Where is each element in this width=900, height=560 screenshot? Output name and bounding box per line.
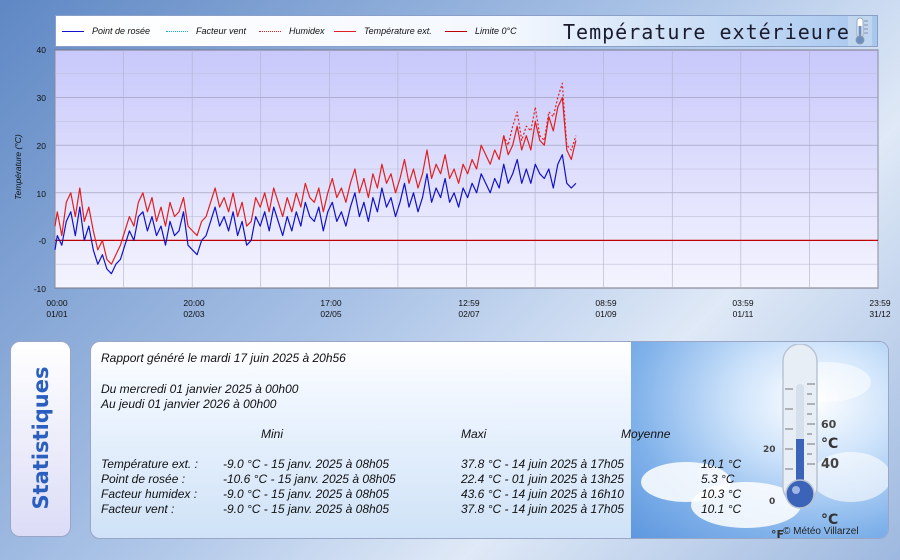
temperature-chart	[54, 49, 879, 289]
report-generated-line: Rapport généré le mardi 17 juin 2025 à 2…	[101, 351, 346, 365]
period-to-line: Au jeudi 01 janvier 2026 à 00h00	[101, 397, 277, 411]
y-tick-label: -10	[33, 284, 46, 294]
x-tick-label: 03:59 01/11	[732, 298, 754, 319]
celsius-label: °C	[821, 436, 838, 452]
celsius-label: °C	[821, 512, 838, 528]
chart-title: Température extérieure	[563, 20, 850, 44]
stats-row-maxi: 22.4 °C - 01 juin 2025 à 13h25	[461, 472, 624, 486]
chart-legend: Point de rosée Facteur vent Humidex Temp…	[55, 15, 878, 47]
copyright-text: © Météo Villarzel	[783, 526, 859, 537]
stats-row-mini: -10.6 °C - 15 janv. 2025 à 08h05	[223, 472, 396, 486]
stats-row-maxi: 43.6 °C - 14 juin 2025 à 16h10	[461, 487, 624, 501]
fahrenheit-label: °F	[771, 528, 784, 539]
y-axis-title: Température (°C)	[13, 134, 23, 200]
stats-row-mini: -9.0 °C - 15 janv. 2025 à 08h05	[223, 487, 390, 501]
stats-row-label: Facteur humidex :	[101, 487, 198, 501]
x-tick-label: 23:59 31/12	[869, 298, 891, 319]
y-tick-label: 10	[36, 189, 46, 199]
y-tick-label: 20	[36, 141, 46, 151]
y-tick-label: -0	[38, 236, 46, 246]
stats-row-moyenne: 10.1 °C	[701, 502, 742, 516]
column-header-maxi: Maxi	[461, 427, 487, 441]
statistics-tab-label: Statistiques	[29, 366, 53, 510]
x-tick-label: 00:00 01/01	[46, 298, 68, 319]
thermometer-icon	[848, 16, 872, 46]
series-line-point-de-ros-e	[54, 154, 577, 275]
x-tick-label: 17:00 02/05	[320, 298, 342, 319]
x-tick-label: 20:00 02/03	[183, 298, 205, 319]
period-from-line: Du mercredi 01 janvier 2025 à 00h00	[101, 382, 299, 396]
stats-row-mini: -9.0 °C - 15 janv. 2025 à 08h05	[223, 502, 390, 516]
x-tick-label: 08:59 01/09	[595, 298, 617, 319]
statistics-tab[interactable]: Statistiques	[10, 341, 71, 537]
stats-row-moyenne: 10.3 °C	[701, 487, 742, 501]
thermo-scale-label: 0	[769, 497, 775, 507]
stats-row-moyenne: 5.3 °C	[701, 472, 735, 486]
series-line-temp-rature-ext-	[54, 97, 577, 265]
stats-row-label: Facteur vent :	[101, 502, 175, 516]
thermo-scale-label: 40	[821, 457, 839, 472]
stats-row-label: Point de rosée :	[101, 472, 186, 486]
stats-row-label: Température ext. :	[101, 457, 198, 471]
column-header-mini: Mini	[261, 427, 284, 441]
y-tick-label: 40	[36, 45, 46, 55]
stats-row-maxi: 37.8 °C - 14 juin 2025 à 17h05	[461, 457, 624, 471]
stats-row-maxi: 37.8 °C - 14 juin 2025 à 17h05	[461, 502, 624, 516]
column-header-moyenne: Moyenne	[621, 427, 671, 441]
series-line-humidex	[503, 82, 577, 151]
thermo-scale-label: 20	[763, 445, 776, 455]
stats-row-mini: -9.0 °C - 15 janv. 2025 à 08h05	[223, 457, 390, 471]
x-tick-label: 12:59 02/07	[458, 298, 480, 319]
thermometer-icon: 60 40 20 0 °C °C °F	[763, 344, 839, 539]
statistics-panel: 60 40 20 0 °C °C °F Rapport généré le ma…	[90, 341, 889, 539]
temperature-chart-panel: Point de rosée Facteur vent Humidex Temp…	[13, 15, 891, 319]
stats-row-moyenne: 10.1 °C	[701, 457, 742, 471]
y-tick-label: 30	[36, 93, 46, 103]
thermo-scale-label: 60	[821, 418, 837, 431]
sky-background	[631, 342, 888, 538]
